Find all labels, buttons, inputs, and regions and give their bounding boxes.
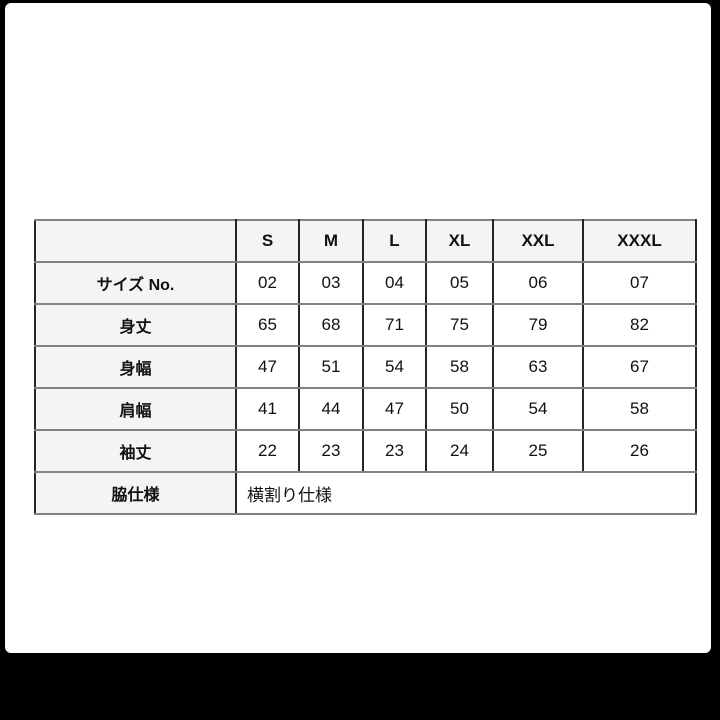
size-value-cell: 24 xyxy=(425,429,494,473)
size-value-cell: 05 xyxy=(425,261,494,305)
size-value-cell: 82 xyxy=(582,303,697,347)
table-row-shoulder-width: 肩幅 41 44 47 50 54 58 xyxy=(34,387,697,431)
size-value-cell: 50 xyxy=(425,387,494,431)
size-value-cell: 71 xyxy=(362,303,427,347)
table-row-sleeve-length: 袖丈 22 23 23 24 25 26 xyxy=(34,429,697,473)
column-header-s: S xyxy=(235,219,300,263)
row-label-body-length: 身丈 xyxy=(34,303,237,347)
size-value-cell: 63 xyxy=(492,345,584,389)
size-value-cell: 02 xyxy=(235,261,300,305)
size-chart-panel: S M L XL XXL XXXL サイズ No. 02 03 04 05 06… xyxy=(5,3,711,653)
column-header-xxl: XXL xyxy=(492,219,584,263)
table-row-side-spec: 脇仕様 横割り仕様 xyxy=(34,471,697,515)
size-value-cell: 58 xyxy=(425,345,494,389)
column-header-l: L xyxy=(362,219,427,263)
table-row-size-no: サイズ No. 02 03 04 05 06 07 xyxy=(34,261,697,305)
size-value-cell: 22 xyxy=(235,429,300,473)
size-value-cell: 23 xyxy=(298,429,364,473)
size-value-cell: 54 xyxy=(492,387,584,431)
row-label-shoulder-width: 肩幅 xyxy=(34,387,237,431)
size-value-cell: 03 xyxy=(298,261,364,305)
size-value-cell: 47 xyxy=(235,345,300,389)
size-value-cell: 65 xyxy=(235,303,300,347)
spec-value-cell: 横割り仕様 xyxy=(235,471,697,515)
size-value-cell: 44 xyxy=(298,387,364,431)
size-value-cell: 41 xyxy=(235,387,300,431)
row-label-size-no: サイズ No. xyxy=(34,261,237,305)
size-value-cell: 07 xyxy=(582,261,697,305)
size-value-cell: 79 xyxy=(492,303,584,347)
size-value-cell: 23 xyxy=(362,429,427,473)
size-value-cell: 58 xyxy=(582,387,697,431)
size-value-cell: 06 xyxy=(492,261,584,305)
table-row-body-length: 身丈 65 68 71 75 79 82 xyxy=(34,303,697,347)
size-value-cell: 67 xyxy=(582,345,697,389)
header-row: S M L XL XXL XXXL xyxy=(34,219,697,263)
row-label-body-width: 身幅 xyxy=(34,345,237,389)
column-header-m: M xyxy=(298,219,364,263)
size-value-cell: 68 xyxy=(298,303,364,347)
size-value-cell: 04 xyxy=(362,261,427,305)
row-label-side-spec: 脇仕様 xyxy=(34,471,237,515)
size-chart-table: S M L XL XXL XXXL サイズ No. 02 03 04 05 06… xyxy=(34,219,697,515)
column-header-xxxl: XXXL xyxy=(582,219,697,263)
size-value-cell: 54 xyxy=(362,345,427,389)
column-header-xl: XL xyxy=(425,219,494,263)
size-value-cell: 25 xyxy=(492,429,584,473)
size-value-cell: 47 xyxy=(362,387,427,431)
row-label-sleeve-length: 袖丈 xyxy=(34,429,237,473)
size-value-cell: 26 xyxy=(582,429,697,473)
size-value-cell: 75 xyxy=(425,303,494,347)
size-value-cell: 51 xyxy=(298,345,364,389)
corner-cell xyxy=(34,219,237,263)
table-row-body-width: 身幅 47 51 54 58 63 67 xyxy=(34,345,697,389)
